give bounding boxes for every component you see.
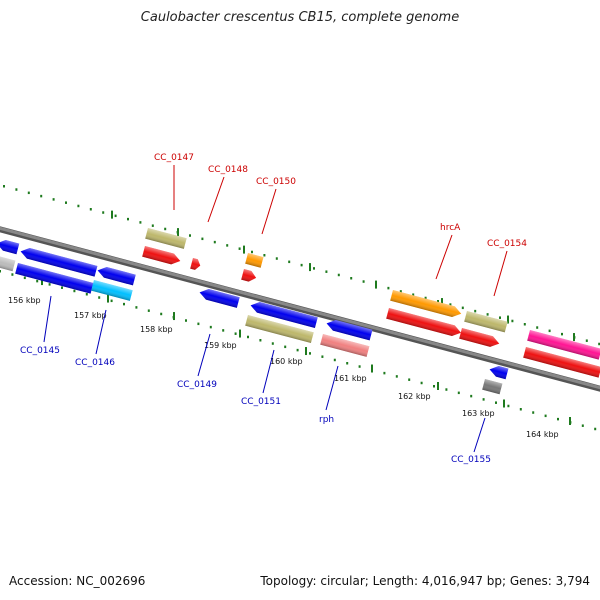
gene-leader-line	[493, 250, 508, 297]
gene-leader-line	[435, 234, 453, 280]
scale-tick-label: 160 kbp	[270, 357, 303, 366]
gene-label-group[interactable]: CC_0146	[75, 309, 115, 368]
scale-tick-label: 158 kbp	[140, 325, 173, 334]
gene-name-label[interactable]: rph	[319, 415, 334, 425]
map-title: Caulobacter crescentus CB15, complete ge…	[140, 10, 460, 25]
gene-label-group[interactable]: CC_0154	[487, 239, 527, 297]
genome-summary-text: Topology: circular; Length: 4,016,947 bp…	[260, 574, 590, 588]
gene-leader-line	[262, 349, 275, 394]
gene-label-group[interactable]: CC_0145	[20, 295, 60, 356]
lower-tick-track	[0, 270, 597, 431]
scale-tick-label: 161 kbp	[334, 374, 367, 383]
gene-label-group[interactable]: CC_0150	[256, 177, 296, 235]
reverse-gene-feature[interactable]	[15, 263, 94, 294]
forward-gene-feature[interactable]	[464, 311, 508, 333]
reverse-gene-feature[interactable]	[482, 379, 503, 395]
gene-label-group[interactable]: CC_0147	[154, 153, 194, 210]
reverse-gene-feature[interactable]	[19, 246, 98, 277]
scale-tick-label: 156 kbp	[8, 296, 41, 305]
scale-tick-label: 162 kbp	[398, 392, 431, 401]
ruler-layer	[0, 185, 600, 431]
reverse-gene-feature[interactable]	[91, 280, 133, 301]
forward-gene-feature[interactable]	[390, 290, 462, 319]
gene-name-label[interactable]: hrcA	[440, 223, 461, 233]
reverse-gene-feature[interactable]	[198, 287, 240, 308]
gene-leader-line	[197, 333, 211, 377]
reverse-gene-feature[interactable]	[0, 238, 20, 255]
gene-name-label[interactable]: CC_0151	[241, 397, 281, 407]
gene-leader-line	[95, 309, 107, 355]
gene-leader-line	[207, 176, 225, 223]
feature-layer	[0, 228, 600, 395]
forward-gene-feature[interactable]	[142, 246, 182, 266]
reverse-gene-feature[interactable]	[325, 318, 373, 341]
forward-gene-feature[interactable]	[190, 258, 202, 271]
gene-label-group[interactable]: hrcA	[435, 223, 461, 280]
gene-leader-line	[325, 365, 339, 411]
gene-leader-line	[43, 295, 52, 343]
gene-leader-line	[261, 188, 277, 235]
scale-tick-label: 164 kbp	[526, 430, 559, 439]
reverse-gene-feature[interactable]	[0, 256, 16, 272]
gene-name-label[interactable]: CC_0154	[487, 239, 527, 249]
forward-gene-feature[interactable]	[523, 347, 600, 378]
forward-gene-feature[interactable]	[386, 308, 462, 338]
forward-gene-feature[interactable]	[241, 269, 257, 283]
forward-gene-feature[interactable]	[459, 328, 500, 349]
gene-name-label[interactable]: CC_0145	[20, 346, 60, 356]
scale-tick-label: 157 kbp	[74, 311, 107, 320]
reverse-gene-feature[interactable]	[245, 315, 314, 344]
gene-label-group[interactable]: CC_0149	[177, 333, 217, 390]
reverse-gene-feature[interactable]	[488, 364, 509, 380]
reverse-gene-feature[interactable]	[96, 265, 136, 286]
scale-tick-label: 163 kbp	[462, 409, 495, 418]
gene-leader-line	[473, 417, 486, 453]
gene-name-label[interactable]: CC_0150	[256, 177, 296, 187]
gene-name-label[interactable]: CC_0148	[208, 165, 248, 175]
forward-gene-feature[interactable]	[145, 228, 187, 249]
gene-name-label[interactable]: CC_0155	[451, 455, 491, 465]
upper-tick-track	[3, 185, 600, 346]
gene-label-group[interactable]: CC_0155	[451, 417, 491, 465]
reverse-gene-feature[interactable]	[249, 300, 318, 329]
gene-label-group[interactable]: rph	[319, 365, 339, 425]
label-layer: 156 kbp 157 kbp 158 kbp 159 kbp 160 kbp 161 k…	[8, 153, 559, 465]
forward-gene-feature[interactable]	[245, 253, 264, 268]
gene-name-label[interactable]: CC_0147	[154, 153, 194, 163]
forward-gene-feature[interactable]	[527, 330, 600, 360]
gene-label-group[interactable]: CC_0148	[207, 165, 248, 223]
gene-name-label[interactable]: CC_0146	[75, 358, 115, 368]
reverse-gene-feature[interactable]	[320, 334, 370, 357]
backbone-layer	[0, 226, 600, 392]
gene-name-label[interactable]: CC_0149	[177, 380, 217, 390]
gene-label-group[interactable]: CC_0151	[241, 349, 281, 407]
accession-text: Accession: NC_002696	[9, 574, 146, 588]
scale-tick-label: 159 kbp	[204, 341, 237, 350]
